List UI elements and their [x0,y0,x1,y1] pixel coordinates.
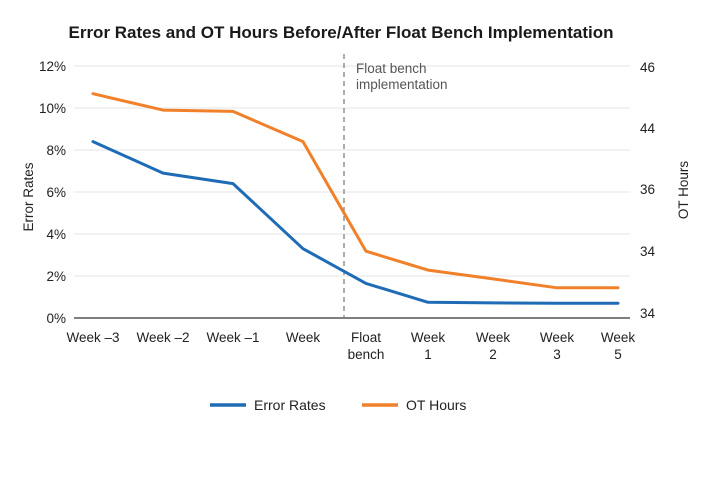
error-rates-line [91,140,620,305]
left-tick-label: 12% [39,59,66,74]
left-y-tick-labels: 0% 2% 4% 6% 8% 10% 12% [39,59,66,326]
right-tick-label: 34 [640,244,656,259]
gridlines [74,65,630,277]
x-tick-label: Float [351,330,381,345]
left-tick-label: 0% [46,311,66,326]
x-tick-label: 1 [424,347,432,362]
x-tick-label: 2 [489,347,497,362]
annotation-text: implementation [356,77,448,92]
right-tick-label: 36 [640,182,655,197]
x-tick-label: Week –3 [66,330,119,345]
left-tick-label: 6% [46,185,66,200]
left-tick-label: 4% [46,227,66,242]
x-tick-labels: Week –3 Week –2 Week –1 Week Float bench Week 1… [66,330,635,362]
legend: Error Rates OT Hours [210,397,466,413]
x-tick-label: Week [411,330,446,345]
left-tick-label: 10% [39,101,66,116]
legend-label: OT Hours [406,397,466,413]
x-tick-label: 3 [553,347,561,362]
x-tick-label: Week [476,330,511,345]
left-tick-label: 8% [46,143,66,158]
chart-title: Error Rates and OT Hours Before/After Fl… [68,23,613,42]
x-tick-label: Week –1 [206,330,259,345]
x-tick-label: Week –2 [136,330,189,345]
x-tick-label: 5 [614,347,622,362]
x-tick-label: Week [601,330,636,345]
right-tick-label: 46 [640,60,655,75]
right-tick-label: 44 [640,121,656,136]
left-axis-label: Error Rates [21,162,36,231]
series-lines [91,92,620,305]
legend-label: Error Rates [254,397,326,413]
x-tick-label: Week [286,330,321,345]
ot-hours-line [91,92,620,290]
left-tick-label: 2% [46,269,66,284]
x-tick-label: Week [540,330,575,345]
right-y-tick-labels: 34 34 36 44 46 [640,60,656,321]
right-tick-label: 34 [640,306,656,321]
annotation-text: Float bench [356,61,427,76]
x-tick-label: bench [348,347,385,362]
right-axis-label: OT Hours [676,161,691,220]
